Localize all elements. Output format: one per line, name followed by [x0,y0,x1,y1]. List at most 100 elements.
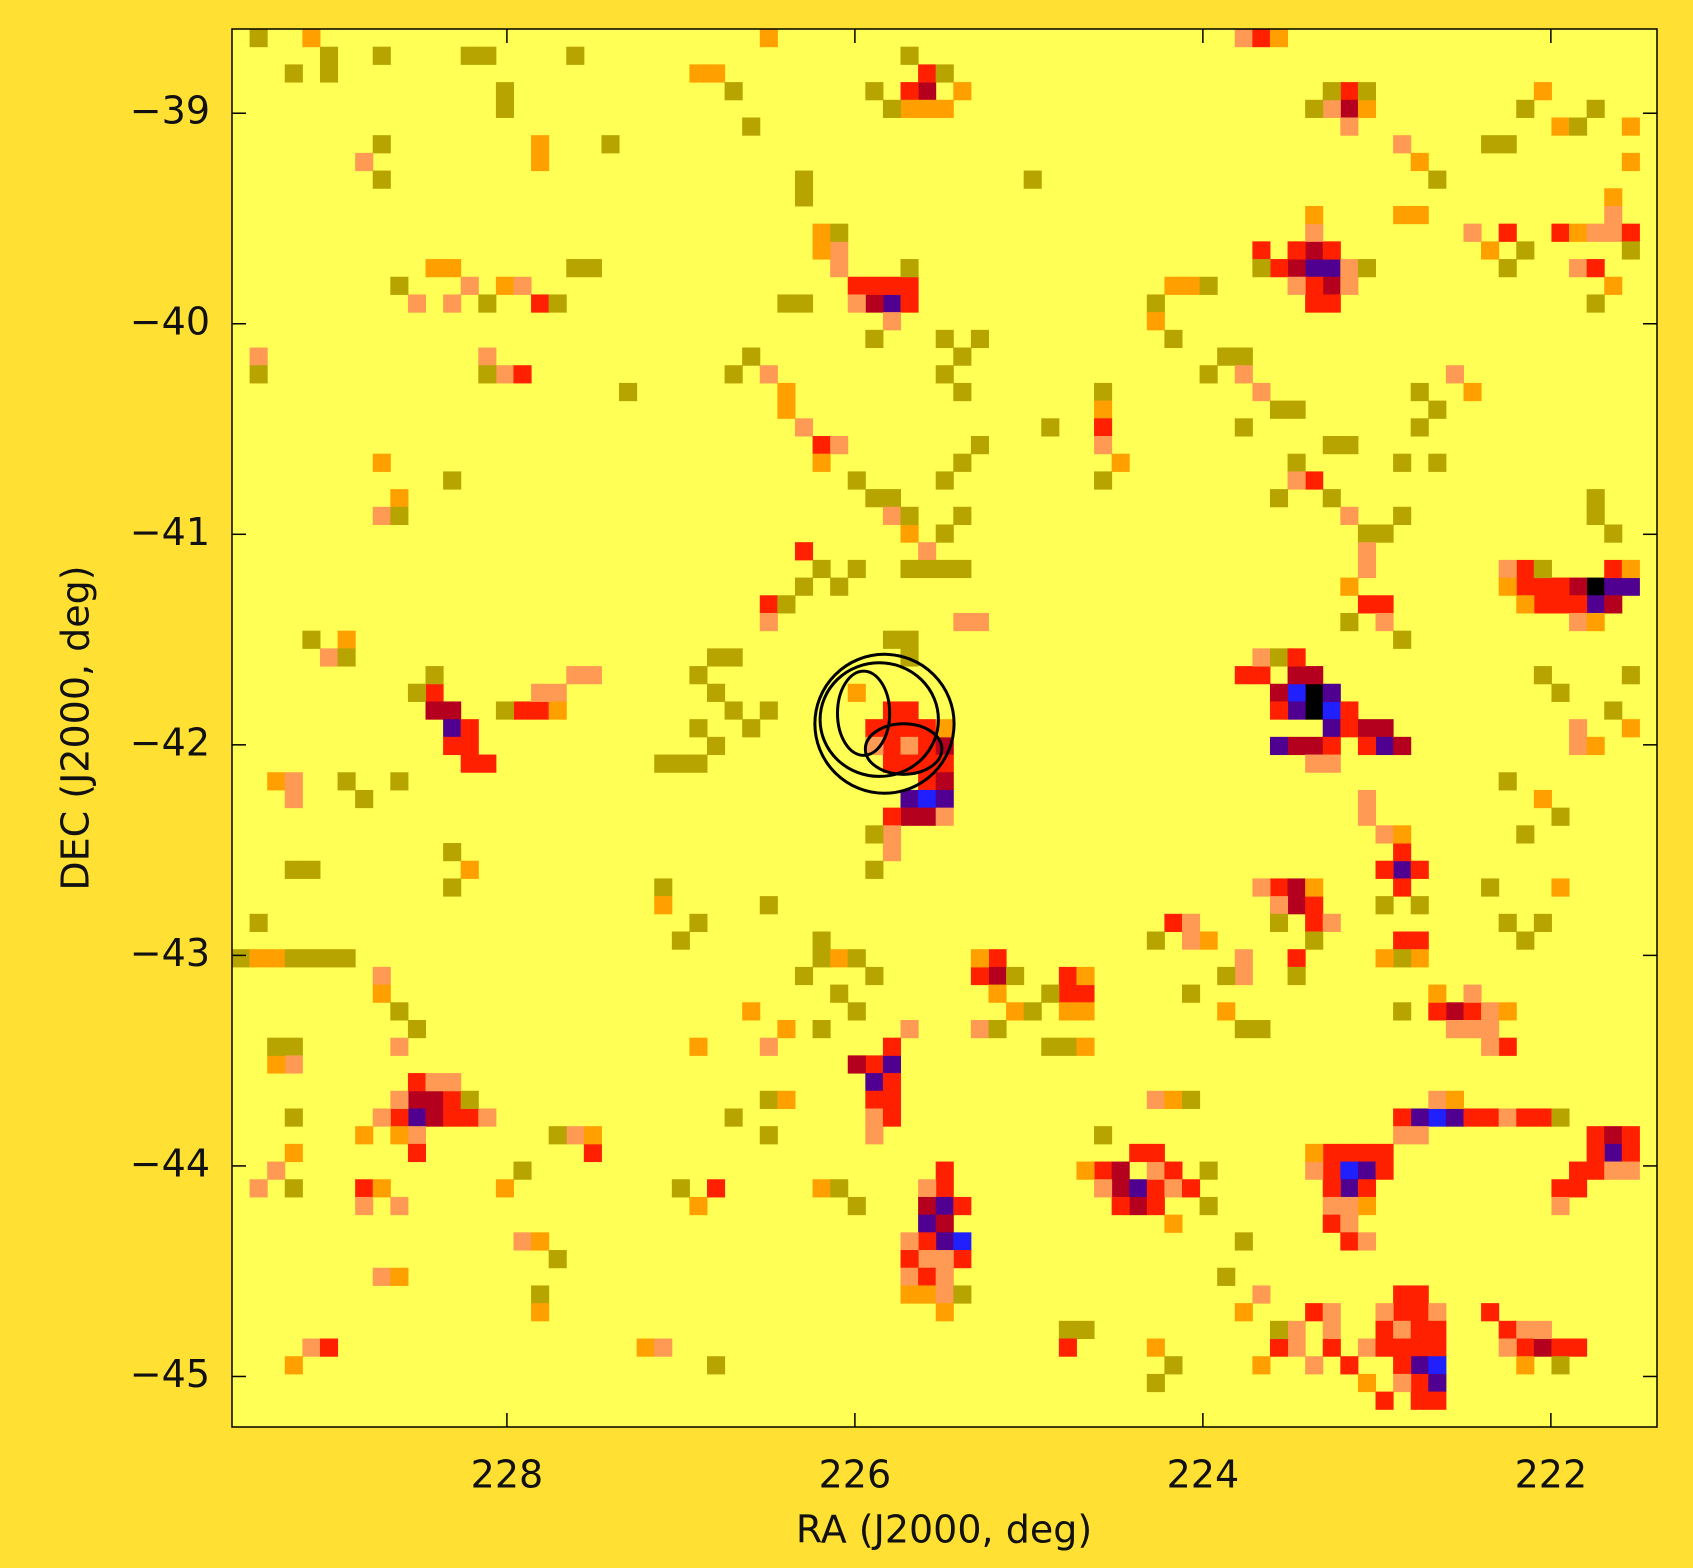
cell [1551,224,1569,242]
cell [1499,1339,1517,1357]
cell [830,949,848,967]
cell [302,949,320,967]
cell [1305,932,1323,950]
cell [1270,701,1288,719]
cell [1235,949,1253,967]
cell [1059,1339,1077,1357]
cell [1551,1339,1569,1357]
cell [1622,153,1640,171]
cell [795,418,813,436]
cell [918,1232,936,1250]
cell [936,560,954,578]
cell [1358,1374,1376,1392]
cell [1323,1339,1341,1357]
cell [1288,878,1306,896]
cell [971,949,989,967]
cell [390,1268,408,1286]
cell [1235,1303,1253,1321]
cell [1305,471,1323,489]
cell [285,1055,303,1073]
cell [901,1232,919,1250]
cell [461,755,479,773]
cell [988,985,1006,1003]
cell [1288,666,1306,684]
cell [1604,1126,1622,1144]
cell [1587,489,1605,507]
cell [918,82,936,100]
cell [1551,1108,1569,1126]
cell [1569,578,1587,596]
cell [901,560,919,578]
cell [795,967,813,985]
cell [584,666,602,684]
cell [443,719,461,737]
cell [672,755,690,773]
cell [1376,1392,1394,1410]
cell [918,100,936,118]
cell [355,153,373,171]
cell [478,47,496,65]
cell [1305,755,1323,773]
cell [285,861,303,879]
cell [1376,896,1394,914]
cell [883,1038,901,1056]
cell [1112,1179,1130,1197]
cell [549,701,567,719]
cell [848,560,866,578]
cell [1182,914,1200,932]
cell [865,294,883,312]
cell [918,560,936,578]
cell [742,348,760,366]
cell [1147,932,1165,950]
cell [1164,1179,1182,1197]
cell [1376,1339,1394,1357]
y-tick-label: −43 [130,931,210,975]
y-tick-label: −39 [130,89,210,133]
cell [1393,843,1411,861]
cell [1587,224,1605,242]
cell [1393,932,1411,950]
cell [760,1038,778,1056]
cell [1217,967,1235,985]
cell [795,578,813,596]
cell [390,277,408,295]
cell [408,1020,426,1038]
cell [496,1179,514,1197]
cell [302,1339,320,1357]
cell [1446,1091,1464,1109]
cell [1323,1215,1341,1233]
cell [1147,1144,1165,1162]
cell [707,648,725,666]
cell [584,1126,602,1144]
cell [1252,1285,1270,1303]
cell [1252,666,1270,684]
cell [1217,348,1235,366]
cell [1059,985,1077,1003]
cell [584,259,602,277]
cell [443,1091,461,1109]
cell [953,1285,971,1303]
cell [1323,1144,1341,1162]
cell [1569,1162,1587,1180]
cell [1463,383,1481,401]
cell [1358,1162,1376,1180]
cell [1235,348,1253,366]
cell [1288,949,1306,967]
cell [285,949,303,967]
cell [654,1339,672,1357]
cell [1393,1339,1411,1357]
cell [250,365,268,383]
cell [1463,1020,1481,1038]
cell [1041,418,1059,436]
cell [1358,1197,1376,1215]
cell [566,1126,584,1144]
cell [1622,1144,1640,1162]
cell [1340,1179,1358,1197]
cell [865,967,883,985]
cell [883,1091,901,1109]
cell [390,772,408,790]
cell [1305,1303,1323,1321]
cell [813,1179,831,1197]
cell [848,294,866,312]
cell [689,719,707,737]
